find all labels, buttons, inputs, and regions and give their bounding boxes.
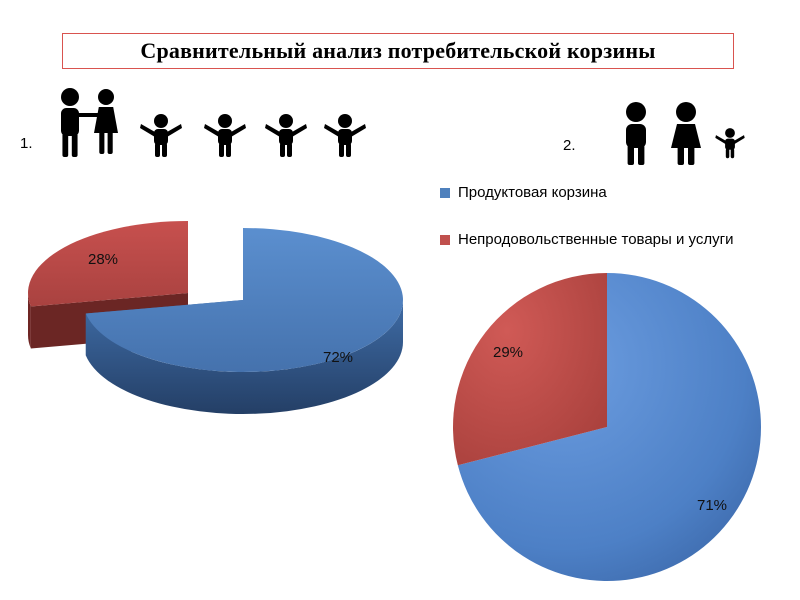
legend-label-nonfood: Непродовольственные товары и услуги: [458, 231, 734, 248]
pie-1-slice-food: [85, 228, 403, 372]
pie-1-label-food: 72%: [323, 349, 353, 366]
pie-chart-1: 72% 28%: [27, 221, 403, 415]
pie-1-slice-food-side: [85, 300, 403, 415]
pie-1-slice-nonfood-side-2: [28, 293, 31, 349]
pie-1-slice-nonfood: [27, 221, 188, 307]
family-icon-small: [626, 102, 745, 165]
pie-2-slice-food: [457, 273, 761, 582]
page-title: Сравнительный анализ потребительской кор…: [62, 33, 734, 69]
chart-2-number: 2.: [563, 137, 576, 154]
legend-swatch-nonfood: [440, 235, 450, 245]
pie-2-label-nonfood: 29%: [493, 344, 523, 361]
pie-2-slice-nonfood: [453, 273, 607, 466]
legend-swatch-food: [440, 188, 450, 198]
pie-1-label-nonfood: 28%: [88, 251, 118, 268]
pie-2-label-food: 71%: [697, 497, 727, 514]
legend-label-food: Продуктовая корзина: [458, 184, 607, 201]
chart-1-number: 1.: [20, 135, 33, 152]
pie-chart-2: 71% 29%: [453, 273, 761, 582]
family-icon-large: [61, 88, 366, 157]
